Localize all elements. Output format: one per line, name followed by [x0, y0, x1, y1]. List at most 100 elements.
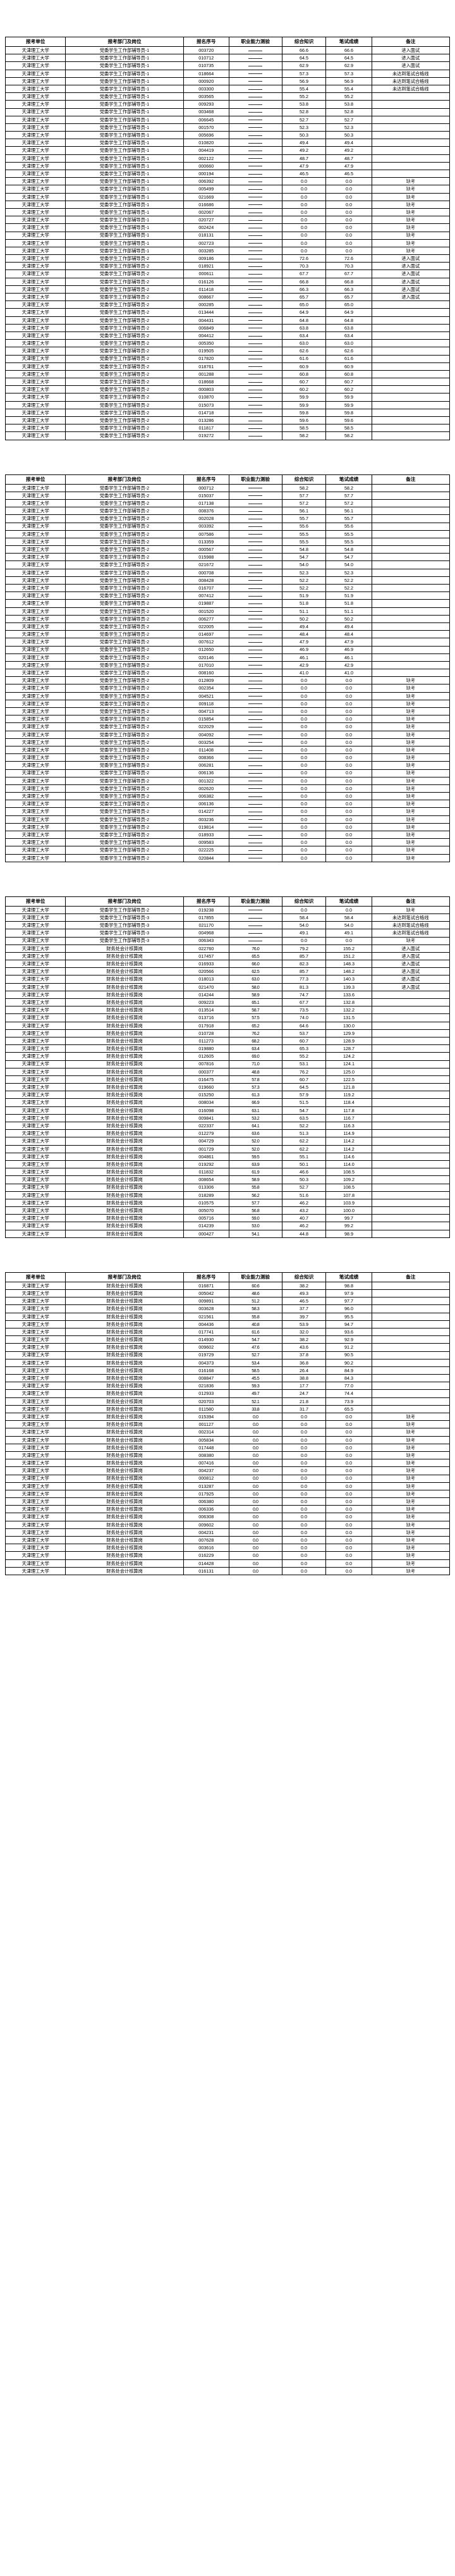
cell-general-knowledge: 76.2 [281, 1067, 327, 1076]
cell-aptitude-test: 0.0 [228, 1551, 282, 1560]
page-top-margin [5, 440, 450, 474]
cell-written-total: 65.0 [325, 300, 372, 309]
table-row: 天津理工大学 财务处会计核算岗 009602 0.0 0.0 0.0 缺考 [4, 1520, 451, 1529]
cell-remark: 缺考 [371, 1420, 451, 1429]
score-table: 报考单位 报考部门及岗位 报名序号 职业能力测验 综合知识 笔试成绩 备注 天津理工大学 党委学… [4, 37, 451, 440]
cell-written-total: 0.0 [325, 1566, 372, 1575]
table-row: 天津理工大学 党委学生工作部辅导员-2 006382 0.0 0.0 缺考 [4, 792, 451, 801]
table-row: 天津理工大学 财务处会计核算岗 011580 33.8 31.7 65.5 [4, 1404, 451, 1414]
cell-aptitude-test [228, 676, 282, 685]
cell-unit: 天津理工大学 [4, 154, 66, 163]
cell-remark [371, 1106, 451, 1115]
cell-department-post: 党委学生工作部辅导员-1 [65, 231, 184, 240]
table-row: 天津理工大学 党委学生工作部辅导员-2 001322 0.0 0.0 缺考 [4, 776, 451, 785]
header-col-registration-number: 报名序号 [183, 1272, 229, 1282]
table-row: 天津理工大学 财务处会计核算岗 018013 63.0 77.3 140.3 进入面试 [4, 975, 451, 984]
cell-remark: 未达到笔试合格线 [371, 921, 451, 930]
cell-registration-number: 014930 [183, 1335, 229, 1344]
cell-unit: 天津理工大学 [4, 815, 66, 824]
cell-remark [371, 1098, 451, 1107]
table-row: 天津理工大学 党委学生工作部辅导员-2 007612 47.9 47.9 [4, 638, 451, 647]
dash-mark [248, 917, 263, 919]
cell-aptitude-test: 57.7 [228, 1198, 282, 1208]
cell-remark [371, 331, 451, 340]
cell-written-total: 116.3 [325, 1121, 372, 1130]
table-row: 天津理工大学 党委学生工作部辅导员-1 003300 55.4 55.4 未达到笔试合格线 [4, 84, 451, 94]
dash-mark [248, 235, 263, 237]
cell-department-post: 财务处会计核算岗 [65, 1113, 184, 1123]
table-row: 天津理工大学 党委学生工作部辅导员-2 014718 59.8 59.8 [4, 408, 451, 418]
cell-unit: 天津理工大学 [4, 254, 66, 263]
cell-aptitude-test [228, 838, 282, 847]
cell-written-total: 0.0 [325, 177, 372, 186]
cell-registration-number: 022760 [183, 944, 229, 953]
cell-written-total: 48.4 [325, 630, 372, 639]
cell-written-total: 0.0 [325, 1489, 372, 1499]
table-row: 天津理工大学 财务处会计核算岗 012933 49.7 24.7 74.4 [4, 1389, 451, 1398]
cell-aptitude-test [228, 491, 282, 500]
cell-aptitude-test [228, 738, 282, 746]
cell-unit: 天津理工大学 [4, 1374, 66, 1383]
cell-general-knowledge: 85.7 [281, 967, 327, 976]
cell-aptitude-test: 52.1 [228, 1397, 282, 1406]
cell-written-total: 114.2 [325, 1144, 372, 1153]
cell-registration-number: 000377 [183, 1067, 229, 1076]
table-row: 天津理工大学 党委学生工作部辅导员-1 004419 49.2 49.2 [4, 146, 451, 155]
cell-written-total: 56.9 [325, 77, 372, 85]
cell-general-knowledge: 0.0 [281, 684, 327, 693]
dash-mark [248, 158, 263, 159]
cell-department-post: 财务处会计核算岗 [65, 1412, 184, 1421]
cell-aptitude-test: 59.0 [228, 1214, 282, 1223]
cell-written-total: 0.0 [325, 1513, 372, 1521]
cell-general-knowledge: 47.9 [281, 161, 327, 171]
cell-department-post: 党委学生工作部辅导员-2 [65, 815, 184, 824]
cell-aptitude-test: 66.0 [228, 960, 282, 969]
cell-remark: 缺考 [371, 807, 451, 816]
cell-aptitude-test [228, 185, 282, 194]
cell-general-knowledge: 74.0 [281, 1013, 327, 1022]
dash-mark [248, 819, 263, 820]
cell-unit: 天津理工大学 [4, 246, 66, 256]
cell-unit: 天津理工大学 [4, 1152, 66, 1161]
cell-written-total: 103.9 [325, 1198, 372, 1208]
cell-registration-number: 006136 [183, 800, 229, 808]
cell-unit: 天津理工大学 [4, 1435, 66, 1444]
header-col-aptitude-test: 职业能力测验 [228, 37, 282, 47]
cell-department-post: 财务处会计核算岗 [65, 1544, 184, 1552]
cell-written-total: 108.5 [325, 1183, 372, 1192]
cell-aptitude-test: 69.0 [228, 1052, 282, 1061]
cell-registration-number: 016707 [183, 583, 229, 593]
cell-general-knowledge: 0.0 [281, 1551, 327, 1560]
cell-remark [371, 316, 451, 325]
cell-general-knowledge: 63.0 [281, 339, 327, 348]
cell-remark: 进入面试 [371, 46, 451, 55]
cell-remark: 缺考 [371, 1474, 451, 1483]
cell-remark: 缺考 [371, 838, 451, 847]
cell-registration-number: 019880 [183, 1044, 229, 1053]
cell-registration-number: 003565 [183, 92, 229, 101]
cell-remark [371, 599, 451, 608]
cell-unit: 天津理工大学 [4, 699, 66, 709]
cell-department-post: 财务处会计核算岗 [65, 1052, 184, 1061]
cell-registration-number: 005499 [183, 185, 229, 194]
cell-registration-number: 002354 [183, 684, 229, 693]
cell-written-total: 124.2 [325, 1052, 372, 1061]
cell-aptitude-test [228, 177, 282, 186]
cell-general-knowledge: 0.0 [281, 1412, 327, 1421]
cell-department-post: 党委学生工作部辅导员-1 [65, 146, 184, 155]
table-row: 天津理工大学 党委学生工作部辅导员-3 004968 49.1 49.1 未达到笔试合格线 [4, 929, 451, 938]
table-row: 天津理工大学 党委学生工作部辅导员-2 008376 56.1 56.1 [4, 507, 451, 516]
cell-registration-number: 006136 [183, 769, 229, 777]
cell-department-post: 财务处会计核算岗 [65, 1206, 184, 1215]
cell-aptitude-test [228, 238, 282, 247]
cell-unit: 天津理工大学 [4, 1021, 66, 1030]
cell-written-total: 0.0 [325, 1505, 372, 1514]
cell-registration-number: 022225 [183, 846, 229, 855]
cell-unit: 天津理工大学 [4, 169, 66, 178]
cell-department-post: 党委学生工作部辅导员-2 [65, 792, 184, 801]
cell-remark [371, 498, 451, 508]
cell-aptitude-test [228, 761, 282, 770]
cell-department-post: 财务处会计核算岗 [65, 1513, 184, 1521]
dash-mark [248, 289, 263, 290]
cell-registration-number: 006277 [183, 614, 229, 623]
